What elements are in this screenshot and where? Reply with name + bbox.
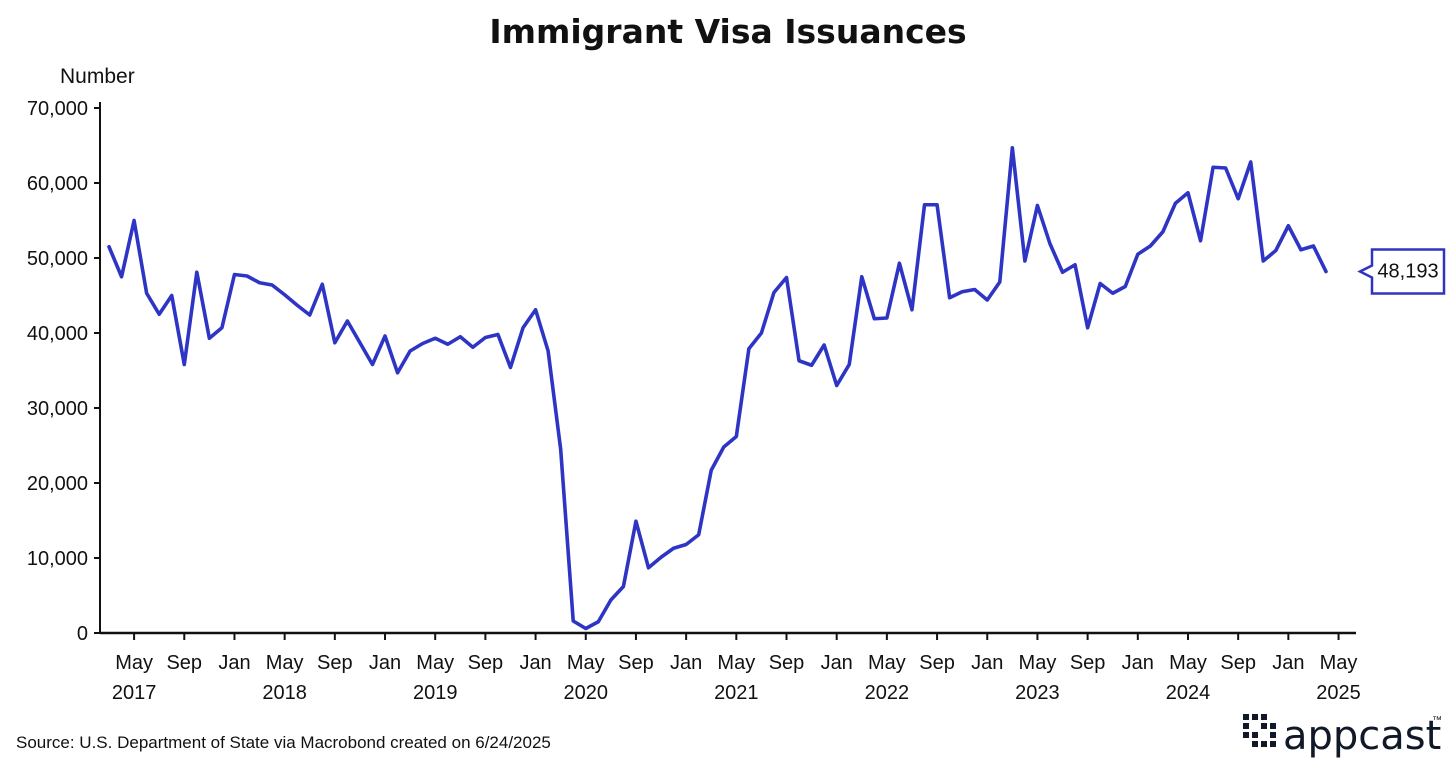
logo-dot [1252, 741, 1258, 747]
x-tick-label-year: 2024 [1166, 682, 1211, 704]
appcast-logo-mark [1243, 714, 1276, 747]
x-tick-label-month: May [717, 652, 755, 674]
logo-dot [1270, 723, 1276, 729]
x-tick-label-month: May [868, 652, 906, 674]
x-tick-label-month: May [567, 652, 605, 674]
x-tick-label-month: Jan [1122, 652, 1154, 674]
logo-dot [1252, 714, 1258, 720]
y-tick-label: 0 [77, 623, 88, 645]
y-tick-label: 60,000 [27, 173, 88, 195]
x-tick-label-month: Jan [218, 652, 250, 674]
logo-dot [1243, 714, 1249, 720]
x-tick-label-month: Sep [769, 652, 805, 674]
y-tick-label: 40,000 [27, 323, 88, 345]
x-tick-label-month: Jan [670, 652, 702, 674]
y-tick-label: 50,000 [27, 248, 88, 270]
x-tick-label-month: Jan [1272, 652, 1304, 674]
source-note: Source: U.S. Department of State via Mac… [16, 733, 551, 752]
appcast-logo: appcast ™ [1243, 713, 1442, 759]
x-tick-label-month: Jan [821, 652, 853, 674]
x-tick-label-month: May [1169, 652, 1207, 674]
logo-dot [1270, 732, 1276, 738]
y-axis-label: Number [60, 65, 135, 88]
chart-title: Immigrant Visa Issuances [489, 12, 966, 51]
x-tick-label-month: May [1019, 652, 1057, 674]
x-tick-label-year: 2017 [112, 682, 157, 704]
logo-dot [1261, 723, 1267, 729]
logo-dot [1252, 732, 1258, 738]
x-tick-label-month: Jan [971, 652, 1003, 674]
x-tick-label-month: May [416, 652, 454, 674]
y-axis: 0 10,000 20,000 30,000 40,000 50,000 60,000 70,… [27, 98, 101, 645]
y-tick-label: 30,000 [27, 398, 88, 420]
x-tick-label-year: 2020 [564, 682, 609, 704]
series-layer [107, 145, 1328, 631]
last-value-callout: 48,193 [1357, 248, 1446, 295]
x-tick-label-month: Sep [618, 652, 654, 674]
x-tick-label-month: May [266, 652, 304, 674]
series-line [107, 145, 1328, 631]
x-tick-label-month: Sep [1070, 652, 1106, 674]
trademark: ™ [1432, 715, 1442, 726]
x-tick-label-year: 2023 [1015, 682, 1060, 704]
x-tick-label-year: 2025 [1316, 682, 1361, 704]
last-value-label: 48,193 [1377, 261, 1438, 283]
x-tick-label-month: Sep [468, 652, 504, 674]
callout-box [1357, 248, 1446, 295]
x-tick-label-month: May [1320, 652, 1358, 674]
x-tick-label-month: Sep [166, 652, 202, 674]
y-tick-label: 10,000 [27, 548, 88, 570]
x-axis: May Sep Jan May Sep Jan May Sep Jan May Sep Jan May S… [100, 631, 1361, 704]
y-tick-label: 70,000 [27, 98, 88, 120]
x-tick-label-month: Sep [1220, 652, 1256, 674]
logo-dot [1243, 723, 1249, 729]
x-tick-label-year: 2021 [714, 682, 759, 704]
x-tick-label-month: May [115, 652, 153, 674]
y-tick-label: 20,000 [27, 473, 88, 495]
x-tick-label-year: 2022 [865, 682, 910, 704]
x-tick-label-month: Jan [369, 652, 401, 674]
x-tick-label-month: Jan [519, 652, 551, 674]
logo-dot [1261, 741, 1267, 747]
x-tick-label-year: 2018 [262, 682, 307, 704]
x-tick-label-month: Sep [317, 652, 353, 674]
logo-dot [1261, 714, 1267, 720]
appcast-logo-text: appcast [1283, 713, 1441, 759]
logo-dot [1243, 732, 1249, 738]
logo-dot [1270, 741, 1276, 747]
x-tick-label-year: 2019 [413, 682, 458, 704]
x-tick-label-month: Sep [919, 652, 955, 674]
